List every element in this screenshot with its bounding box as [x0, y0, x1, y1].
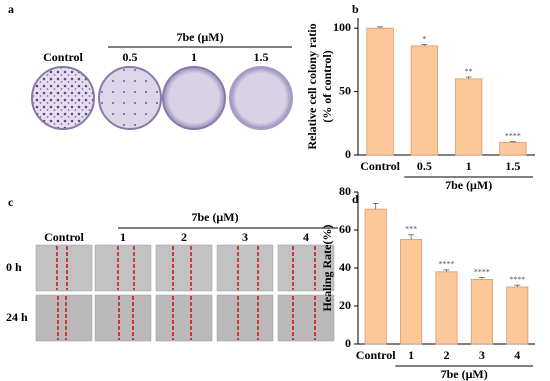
- bar: [470, 278, 493, 345]
- row-label: 24 h: [6, 310, 28, 324]
- y-tick-label: 20: [339, 298, 351, 312]
- error-bar: [443, 269, 450, 272]
- y-tick-label: 0: [345, 336, 351, 350]
- significance: ****: [439, 260, 455, 269]
- y-axis-label: (% of control): [320, 50, 334, 122]
- column-label: 1: [120, 230, 126, 244]
- y-axis-label: Healing Rate(%): [320, 225, 334, 312]
- bar: [435, 271, 458, 345]
- colony-dishes: [31, 66, 293, 130]
- column-label: 3: [242, 230, 248, 244]
- dish: [31, 66, 95, 130]
- error-bar: [509, 141, 516, 143]
- wound-image: [94, 294, 152, 342]
- significance: *: [422, 34, 426, 43]
- dish: [162, 66, 226, 130]
- x-tick-label: 3: [479, 348, 485, 362]
- column-label: 0.5: [123, 50, 138, 64]
- significance: ****: [509, 275, 525, 284]
- error-bar: [465, 76, 472, 79]
- x-tick-label: 0.5: [417, 159, 432, 173]
- bar: [400, 239, 423, 345]
- wound-image: [35, 294, 93, 342]
- column-label: 4: [303, 230, 309, 244]
- wound-image: [155, 294, 213, 342]
- wound-image: [155, 244, 213, 292]
- wound-image: [94, 244, 152, 292]
- x-tick-label: Control: [356, 348, 396, 362]
- row-label: 0 h: [6, 260, 22, 274]
- significance: ****: [474, 267, 490, 276]
- column-label: 1: [191, 50, 197, 64]
- error-bar: [372, 203, 379, 210]
- x-tick-label: Control: [360, 159, 400, 173]
- wound-image: [216, 244, 274, 292]
- panel-label: a: [8, 2, 14, 16]
- column-label: 2: [181, 230, 187, 244]
- column-label: Control: [44, 230, 84, 244]
- error-bar: [514, 284, 521, 287]
- wound-image: [216, 294, 274, 342]
- y-tick-label: 50: [339, 83, 351, 97]
- column-label: Control: [43, 50, 83, 64]
- wound-image: [277, 294, 335, 342]
- error-bar: [377, 26, 384, 29]
- bar: [454, 78, 483, 156]
- y-tick-label: 80: [339, 184, 351, 198]
- x-tick-label: 2: [444, 348, 450, 362]
- bar: [364, 208, 387, 345]
- panel-label: d: [352, 192, 359, 206]
- bar: [410, 45, 439, 156]
- y-tick-label: 0: [345, 147, 351, 161]
- group-label: 7be (μM): [445, 178, 492, 192]
- bar: [506, 286, 529, 345]
- dish: [229, 66, 293, 130]
- y-axis-label: Relative cell colony ratio: [305, 23, 319, 149]
- x-tick-label: 1: [408, 348, 414, 362]
- error-bar: [408, 234, 415, 240]
- x-tick-label: 1: [466, 159, 472, 173]
- significance: **: [465, 67, 473, 76]
- group-label: 7be (μM): [191, 210, 238, 224]
- y-tick-label: 60: [339, 222, 351, 236]
- error-bar: [478, 277, 485, 280]
- bar: [499, 141, 527, 156]
- group-label: 7be (μM): [176, 30, 223, 44]
- panel-label: c: [8, 195, 14, 209]
- wound-image: [277, 244, 335, 292]
- panel-label: b: [352, 2, 359, 16]
- bar: [366, 27, 394, 156]
- y-tick-label: 100: [333, 20, 351, 34]
- error-bar: [421, 44, 428, 46]
- x-tick-label: 1.5: [505, 159, 520, 173]
- column-label: 1.5: [254, 50, 269, 64]
- wound-image: [35, 244, 93, 292]
- y-tick-label: 40: [339, 260, 351, 274]
- significance: ***: [405, 225, 417, 234]
- significance: ****: [505, 132, 521, 141]
- dish: [98, 66, 162, 130]
- group-label: 7be (μM): [441, 367, 488, 381]
- x-tick-label: 4: [514, 348, 520, 362]
